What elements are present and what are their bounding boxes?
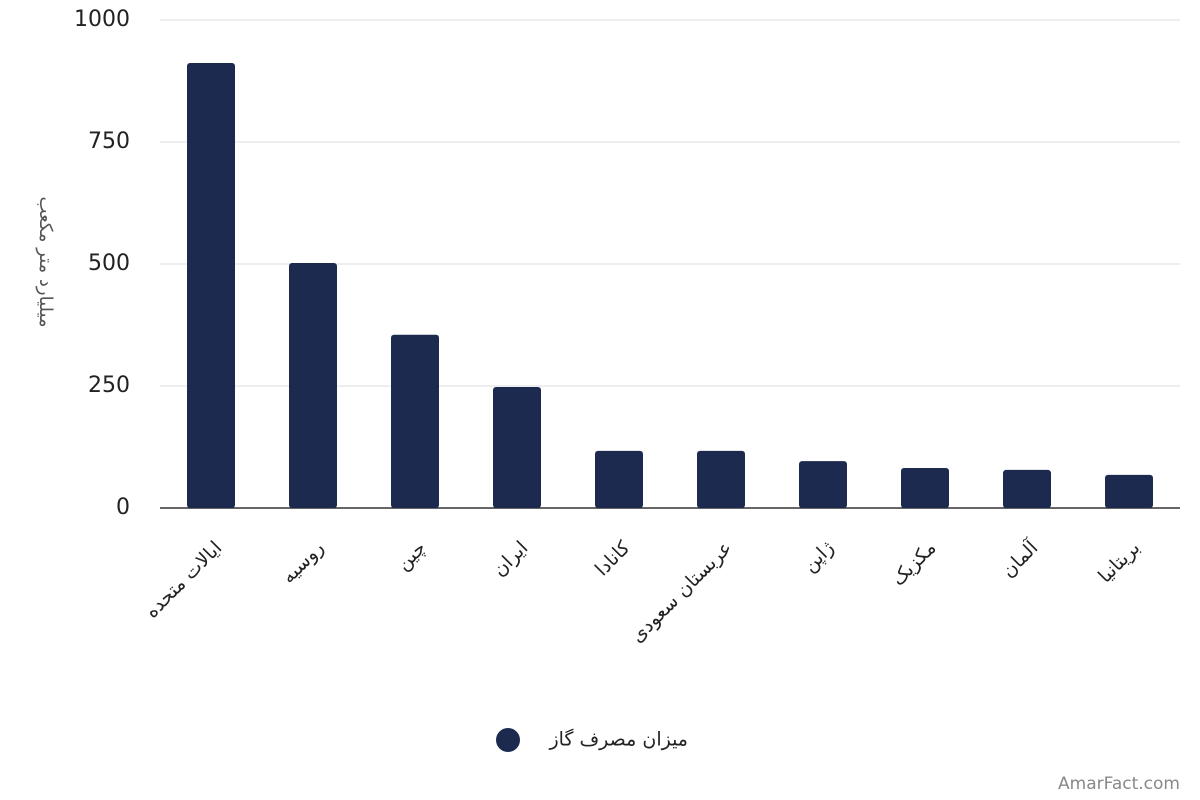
bar — [1003, 469, 1051, 508]
y-tick-label: 0 — [116, 495, 130, 520]
y-tick-label: 250 — [88, 373, 130, 398]
x-tick-label: کانادا — [591, 536, 635, 580]
x-tick-label: چین — [392, 537, 430, 575]
x-tick-label: ایالات متحده — [141, 537, 227, 623]
bar — [697, 450, 745, 508]
bar — [799, 461, 847, 508]
bar — [901, 467, 949, 508]
y-tick-label: 1000 — [74, 7, 130, 32]
bar — [391, 334, 439, 508]
bar — [1105, 474, 1153, 508]
bar — [595, 450, 643, 508]
legend-swatch — [496, 728, 520, 752]
bar — [187, 62, 235, 508]
y-tick-label: 750 — [88, 129, 130, 154]
watermark: AmarFact.com — [1058, 774, 1180, 794]
x-tick-label: روسیه — [277, 537, 328, 588]
bar — [493, 386, 541, 508]
x-tick-label: مکزیک — [887, 537, 940, 590]
x-tick-label: عربستان سعودی — [626, 537, 736, 647]
x-tick-label: ایران — [488, 537, 532, 581]
legend-label: میزان مصرف گاز — [548, 728, 688, 751]
bar — [289, 263, 337, 508]
y-tick-label: 500 — [88, 251, 130, 276]
x-tick-label: بریتانیا — [1094, 537, 1144, 587]
x-tick-label: ژاپن — [799, 537, 839, 577]
y-axis-title: میلیارد متر مکعب — [35, 196, 56, 327]
x-tick-label: آلمان — [996, 535, 1043, 582]
